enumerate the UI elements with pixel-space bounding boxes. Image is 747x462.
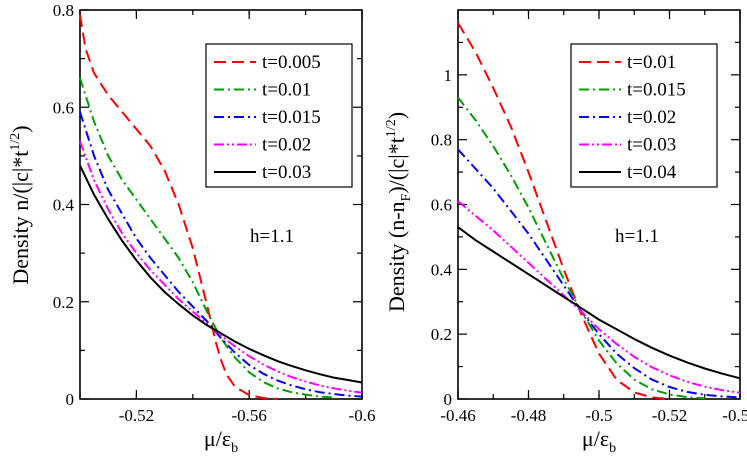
left-legend: t=0.005 t=0.01 t=0.015 t=0.02 t=0.03 [214, 52, 321, 183]
right-annotation: h=1.1 [615, 226, 659, 247]
left-y-title-main: Density n/(|c|*t [8, 151, 33, 285]
right-x-tick-label: -0.5 [586, 406, 613, 425]
left-y-axis-title: Density n/(|c|*t1/2) [8, 125, 33, 284]
right-legend: t=0.01 t=0.015 t=0.02 t=0.03 t=0.04 [579, 52, 686, 183]
right-y-title-sup: 1/2 [384, 119, 399, 137]
right-x-axis-title: μ/εb [582, 426, 616, 456]
left-legend-label-t-0-015: t=0.015 [262, 107, 321, 128]
right-legend-box [570, 43, 718, 188]
right-x-title-sub: b [609, 441, 616, 456]
right-y-tick-label: 0.8 [431, 131, 452, 150]
left-x-tick-label: -0.56 [231, 406, 266, 425]
left-y-tick-label: 0.4 [53, 196, 75, 215]
left-density-plot: -0.52 -0.56 -0.600.20.40.60.8 t=0.005t=0.0… [8, 1, 375, 456]
right-legend-label-t-0-04: t=0.04 [627, 162, 677, 183]
right-series-t-0-01 [457, 22, 670, 400]
right-legend-label-t-0-03: t=0.03 [627, 135, 676, 156]
left-y-tick-label: 0.8 [53, 1, 74, 20]
right-ticks: -0.46 -0.48 -0.5 -0.52 -0.54 0 0.2 0.4 0.6 0.8 1 [431, 10, 747, 425]
right-series-t-0-02 [457, 148, 741, 399]
left-series-t-0-015 [79, 111, 363, 398]
right-y-title-mid: )/(|c|*t [384, 137, 409, 193]
left-y-tick-label: 0.2 [53, 293, 74, 312]
left-series-t-0-01 [79, 77, 334, 399]
right-y-axis-title: Density (n-nF)/(|c|*t1/2) [384, 112, 414, 312]
left-y-tick-label: 0.6 [53, 98, 74, 117]
left-x-tick-label: -0.6 [349, 406, 376, 425]
left-x-tick-label: -0.52 [119, 406, 154, 425]
right-x-tick-label: -0.52 [652, 406, 687, 425]
left-annotation: h=1.1 [250, 226, 294, 247]
right-x-title-main: μ/ε [582, 426, 609, 451]
right-y-tick-label: 1 [444, 66, 453, 85]
right-y-title-close: ) [384, 112, 409, 119]
right-series [457, 22, 741, 400]
right-density-plot: -0.46 -0.48 -0.5 -0.52 -0.54 0 0.2 0.4 0.6 0.8 1 t… [384, 9, 747, 456]
right-legend-label-t-0-01: t=0.01 [627, 52, 676, 73]
right-series-t-0-03 [457, 200, 741, 394]
left-series-t-0-03 [79, 165, 363, 384]
left-series-t-0-02 [79, 140, 363, 394]
left-y-title-close: ) [8, 125, 33, 132]
right-y-tick-label: 0.2 [431, 325, 452, 344]
right-y-title-sub: F [399, 193, 414, 201]
right-legend-label-t-0-02: t=0.02 [627, 107, 676, 128]
left-legend-label-t-0-03: t=0.03 [262, 162, 311, 183]
right-y-tick-label: 0 [444, 390, 453, 409]
left-series [79, 14, 363, 400]
left-x-axis-title: μ/εb [204, 426, 238, 456]
right-y-tick-label: 0.6 [431, 196, 452, 215]
left-series-t-0-005 [79, 14, 278, 400]
left-legend-label-t-0-02: t=0.02 [262, 135, 311, 156]
right-legend-label-t-0-015: t=0.015 [627, 80, 686, 101]
right-y-title-main: Density (n-n [384, 201, 409, 312]
left-legend-label-t-0-005: t=0.005 [262, 52, 321, 73]
right-x-tick-label: -0.48 [511, 406, 546, 425]
right-y-tick-label: 0.4 [431, 260, 453, 279]
right-x-tick-label: -0.46 [440, 406, 475, 425]
left-y-tick-label: 0 [66, 390, 75, 409]
right-x-tick-label: -0.54 [722, 406, 747, 425]
left-legend-box [205, 43, 353, 188]
left-legend-label-t-0-01: t=0.01 [262, 80, 311, 101]
left-x-title-sub: b [231, 441, 238, 456]
left-x-title-main: μ/ε [204, 426, 231, 451]
right-series-t-0-04 [457, 226, 741, 380]
left-y-title-sup: 1/2 [8, 133, 23, 151]
